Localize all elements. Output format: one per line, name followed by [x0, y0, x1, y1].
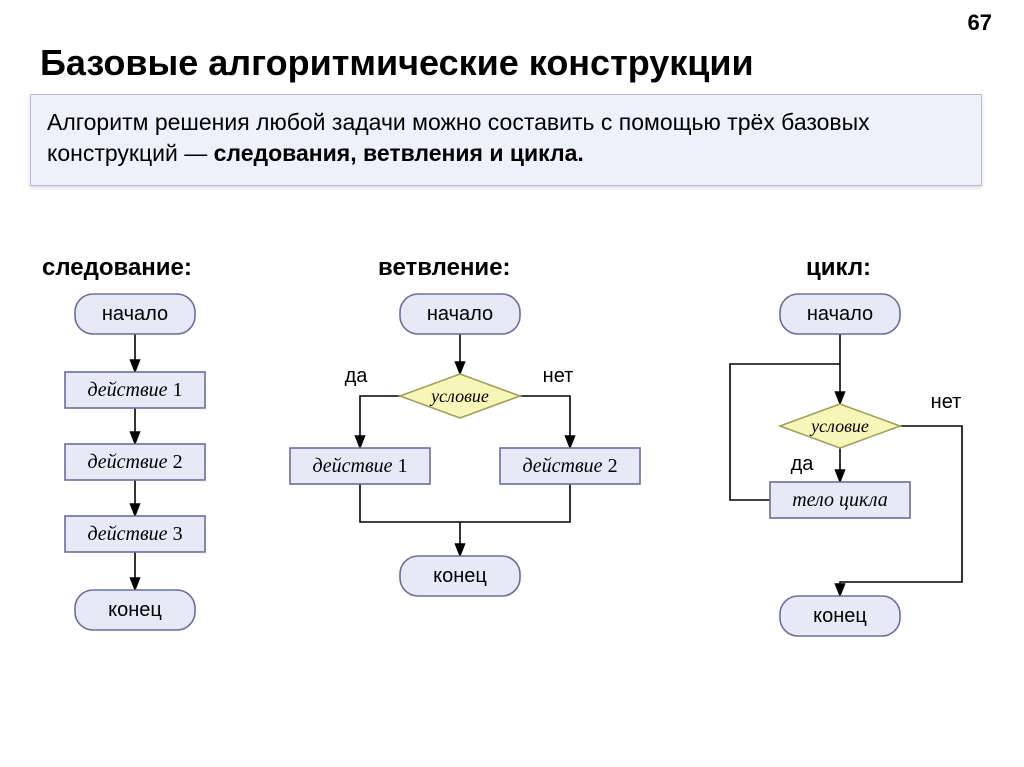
svg-text:действие 1: действие 1: [87, 379, 182, 401]
column-title-loop: цикл:: [806, 254, 871, 282]
svg-text:да: да: [345, 365, 369, 387]
svg-text:конец: конец: [813, 605, 867, 627]
flowchart-branch: да нет начало условие действие 1 действие 2 ко…: [290, 294, 640, 596]
svg-text:действие 1: действие 1: [312, 455, 407, 477]
svg-text:действие 2: действие 2: [522, 455, 617, 477]
flowchart-sequence: начало действие 1 действие 2 действие 3 коне…: [65, 294, 205, 630]
svg-text:действие 2: действие 2: [87, 451, 182, 473]
svg-text:начало: начало: [102, 303, 168, 325]
page-title: Базовые алгоритмические конструкции: [40, 42, 754, 84]
svg-text:да: да: [791, 453, 815, 475]
flowchart-canvas: начало действие 1 действие 2 действие 3 коне…: [0, 290, 1024, 720]
svg-text:действие 3: действие 3: [87, 523, 182, 545]
svg-text:нет: нет: [931, 391, 962, 413]
page-number: 67: [968, 10, 992, 36]
svg-text:тело цикла: тело цикла: [792, 489, 888, 511]
flowchart-loop: да нет начало условие тело цикла конец: [730, 294, 962, 636]
svg-text:начало: начало: [807, 303, 873, 325]
svg-text:нет: нет: [543, 365, 574, 387]
svg-text:условие: условие: [429, 386, 489, 406]
intro-bold: следования, ветвления и цикла.: [214, 140, 584, 166]
svg-text:конец: конец: [108, 599, 162, 621]
svg-text:начало: начало: [427, 303, 493, 325]
svg-text:условие: условие: [809, 416, 869, 436]
column-title-branch: ветвление:: [378, 254, 511, 282]
svg-text:конец: конец: [433, 565, 487, 587]
column-title-sequence: следование:: [42, 254, 192, 282]
intro-panel: Алгоритм решения любой задачи можно сост…: [30, 94, 982, 186]
